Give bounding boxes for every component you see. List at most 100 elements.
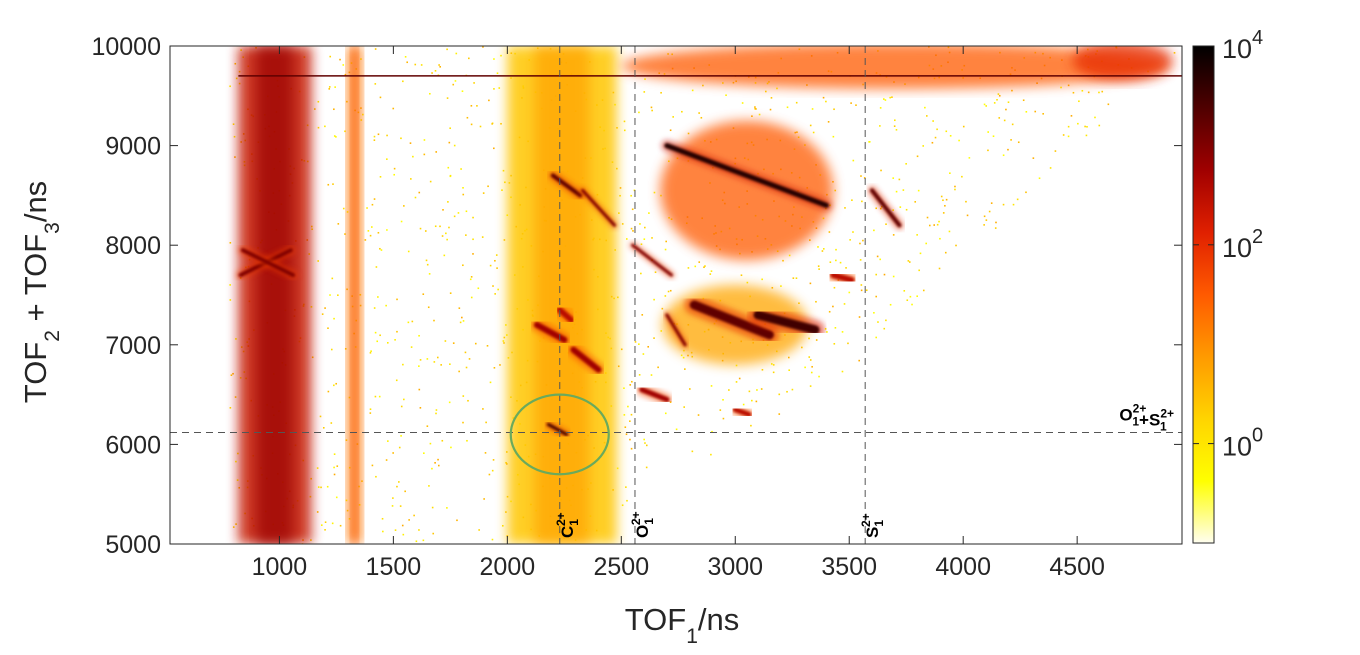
noise-point — [623, 414, 626, 416]
noise-point — [852, 159, 855, 162]
noise-point — [414, 196, 417, 199]
noise-point — [880, 169, 882, 172]
noise-point — [758, 113, 761, 116]
noise-point — [367, 230, 370, 232]
noise-point — [891, 96, 893, 98]
noise-point — [1017, 141, 1020, 144]
noise-point — [396, 330, 398, 333]
y-axis-ticks: 5000 6000 7000 8000 9000 10000 — [91, 33, 1182, 559]
noise-point — [506, 334, 508, 336]
noise-point — [934, 136, 937, 139]
noise-point — [801, 346, 803, 349]
noise-point — [502, 169, 505, 172]
noise-point — [983, 215, 986, 218]
noise-point — [844, 207, 846, 209]
noise-point — [684, 368, 686, 370]
x-axis-ticks: 1000 1500 2000 2500 3000 3500 4000 4500 — [252, 46, 1105, 581]
noise-point — [845, 267, 847, 269]
noise-point — [997, 93, 1000, 95]
noise-point — [1107, 103, 1110, 106]
noise-point — [322, 426, 325, 429]
noise-point — [812, 131, 815, 134]
noise-point — [810, 371, 813, 374]
x-axis-title: TOF1/ns — [625, 602, 739, 648]
noise-point — [398, 446, 401, 449]
noise-point — [393, 173, 396, 176]
noise-point — [939, 237, 941, 240]
noise-point — [875, 295, 878, 298]
noise-point — [925, 242, 928, 245]
noise-point — [449, 127, 451, 130]
noise-point — [376, 340, 379, 343]
noise-point — [993, 102, 996, 104]
noise-point — [898, 178, 901, 181]
noise-point — [449, 175, 452, 178]
plot-frame — [169, 45, 1183, 545]
noise-point — [317, 260, 319, 262]
noise-point — [454, 80, 457, 82]
noise-point — [333, 317, 335, 320]
noise-point — [630, 194, 632, 197]
noise-point — [503, 342, 505, 344]
intensity-region — [660, 120, 834, 261]
noise-point — [472, 238, 474, 241]
noise-point — [835, 248, 837, 251]
noise-point — [817, 265, 820, 267]
noise-point — [833, 286, 836, 289]
noise-point — [945, 130, 948, 133]
noise-point — [638, 111, 640, 114]
noise-point — [449, 363, 451, 365]
noise-point — [619, 194, 621, 197]
noise-point — [907, 260, 910, 262]
noise-point — [378, 395, 381, 398]
plot-area-background — [170, 46, 1182, 544]
noise-point — [429, 442, 432, 445]
noise-point — [392, 452, 394, 454]
noise-point — [491, 123, 493, 125]
noise-point — [639, 223, 641, 225]
noise-point — [330, 422, 333, 424]
x-tick-label: 4000 — [935, 553, 991, 581]
noise-point — [1067, 125, 1070, 128]
noise-point — [738, 377, 741, 380]
noise-point — [623, 387, 625, 390]
noise-point — [336, 465, 339, 467]
noise-point — [499, 364, 501, 366]
noise-point — [333, 108, 335, 111]
noise-point — [441, 235, 444, 237]
noise-point — [442, 209, 444, 211]
noise-point — [791, 388, 794, 391]
noise-point — [478, 529, 480, 531]
correlation-streak — [550, 173, 583, 198]
noise-point — [505, 461, 507, 464]
noise-point — [448, 141, 451, 144]
noise-point — [428, 485, 430, 487]
noise-point — [434, 70, 437, 72]
noise-point — [364, 239, 367, 241]
noise-point — [443, 254, 446, 257]
noise-point — [908, 261, 911, 263]
noise-point — [828, 231, 831, 233]
noise-point — [346, 288, 348, 291]
noise-point — [985, 105, 988, 107]
noise-point — [493, 88, 495, 90]
noise-point — [379, 176, 382, 178]
noise-point — [413, 514, 415, 517]
noise-point — [321, 313, 324, 315]
noise-point — [770, 97, 773, 99]
noise-point — [629, 384, 632, 386]
noise-point — [339, 58, 341, 61]
noise-point — [469, 278, 472, 281]
noise-point — [453, 215, 456, 218]
noise-point — [330, 348, 333, 351]
noise-point — [342, 64, 345, 66]
noise-point — [494, 293, 496, 295]
x-tick-label: 1500 — [366, 553, 422, 581]
noise-point — [345, 499, 348, 502]
noise-point — [437, 464, 440, 467]
noise-point — [862, 239, 864, 242]
noise-point — [798, 302, 800, 305]
noise-point — [335, 136, 337, 138]
noise-point — [855, 104, 857, 106]
noise-point — [344, 348, 347, 350]
